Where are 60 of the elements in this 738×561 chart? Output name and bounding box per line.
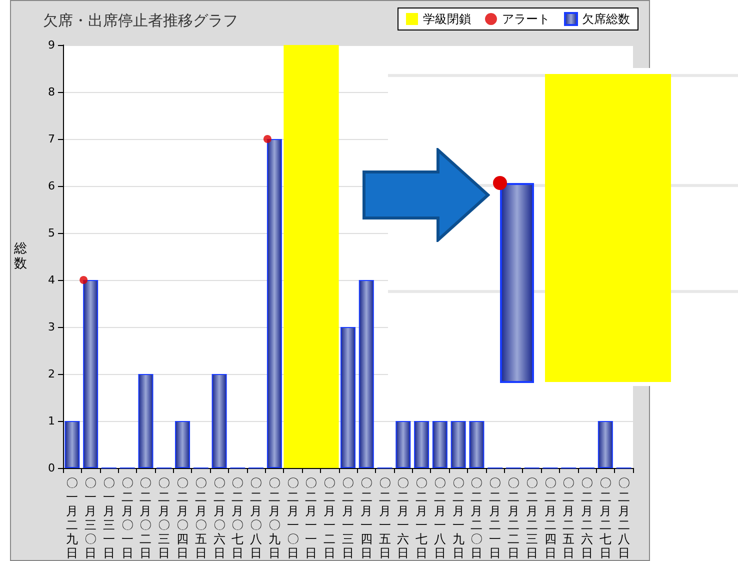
x-tick-label: 〇二月〇六日 xyxy=(213,476,226,560)
y-tick-label: 3 xyxy=(48,320,55,334)
x-tick-label: 〇二月一七日 xyxy=(416,476,428,560)
bar xyxy=(358,280,374,468)
bar xyxy=(450,421,466,468)
y-tick-label: 6 xyxy=(48,180,55,192)
x-tick-label: 〇一月二九日 xyxy=(66,476,78,560)
bar xyxy=(414,421,430,468)
x-tick-label: 〇二月二七日 xyxy=(599,476,612,560)
x-tick-label: 〇二月二四日 xyxy=(544,476,556,560)
bar xyxy=(266,139,282,468)
chart-title: 欠席・出席停止者推移グラフ xyxy=(43,12,238,30)
bar xyxy=(212,374,227,468)
x-tick-label: 〇二月二二日 xyxy=(507,476,520,560)
x-tick-label: 〇二月一一日 xyxy=(305,476,318,560)
x-tick-label: 〇二月二五日 xyxy=(562,476,575,560)
y-tick-label: 8 xyxy=(48,86,55,98)
y-tick-label: 0 xyxy=(48,462,55,474)
x-tick-label: 〇二月一〇日 xyxy=(286,476,299,560)
x-tick-label: 〇二月一八日 xyxy=(434,476,446,560)
x-tick-label: 〇二月〇二日 xyxy=(140,476,152,560)
x-tick-label: 〇二月二六日 xyxy=(581,476,594,560)
x-tick-label: 〇二月〇五日 xyxy=(194,476,207,560)
y-tick-label: 9 xyxy=(48,38,55,52)
y-tick-label: 7 xyxy=(48,132,55,146)
bar xyxy=(138,374,154,468)
x-tick-label: 〇二月一六日 xyxy=(397,476,410,560)
legend-label: 学級閉鎖 xyxy=(423,12,471,26)
x-tick-label: 〇二月〇一日 xyxy=(121,476,134,560)
x-tick-label: 〇二月一四日 xyxy=(360,476,372,560)
y-tick-label: 1 xyxy=(48,414,55,428)
y-tick-label: 5 xyxy=(48,226,55,240)
y-tick-label: 4 xyxy=(48,274,55,286)
bar xyxy=(396,421,411,468)
y-tick-label: 2 xyxy=(48,368,55,380)
bar xyxy=(469,421,484,468)
bar xyxy=(432,421,448,468)
x-tick-label: 〇二月二一日 xyxy=(489,476,502,560)
bar xyxy=(175,421,190,468)
x-tick-label: 〇二月二三日 xyxy=(526,476,538,560)
x-tick-label: 〇二月〇八日 xyxy=(250,476,262,560)
bar xyxy=(83,280,98,468)
x-tick-label: 〇一月三一日 xyxy=(102,476,115,560)
x-tick-label: 〇二月一五日 xyxy=(378,476,391,560)
x-tick-label: 〇二月二八日 xyxy=(618,476,630,560)
x-tick-label: 〇二月〇三日 xyxy=(158,476,170,560)
x-tick-label: 〇二月一三日 xyxy=(342,476,354,560)
legend-label: 欠席総数 xyxy=(582,12,630,26)
x-tick-label: 〇二月二〇日 xyxy=(470,476,483,560)
x-tick-label: 〇二月一九日 xyxy=(452,476,464,560)
x-tick-label: 〇一月三〇日 xyxy=(84,476,97,560)
x-tick-label: 〇二月〇七日 xyxy=(232,476,244,560)
x-tick-label: 〇二月〇九日 xyxy=(268,476,280,560)
x-tick-label: 〇二月一二日 xyxy=(324,476,336,560)
bar xyxy=(598,421,613,468)
y-axis-title: 総数 xyxy=(13,242,27,272)
x-tick-label: 〇二月〇四日 xyxy=(176,476,189,560)
legend-label: アラート xyxy=(502,12,550,26)
bar xyxy=(340,327,356,468)
bar xyxy=(64,421,80,468)
